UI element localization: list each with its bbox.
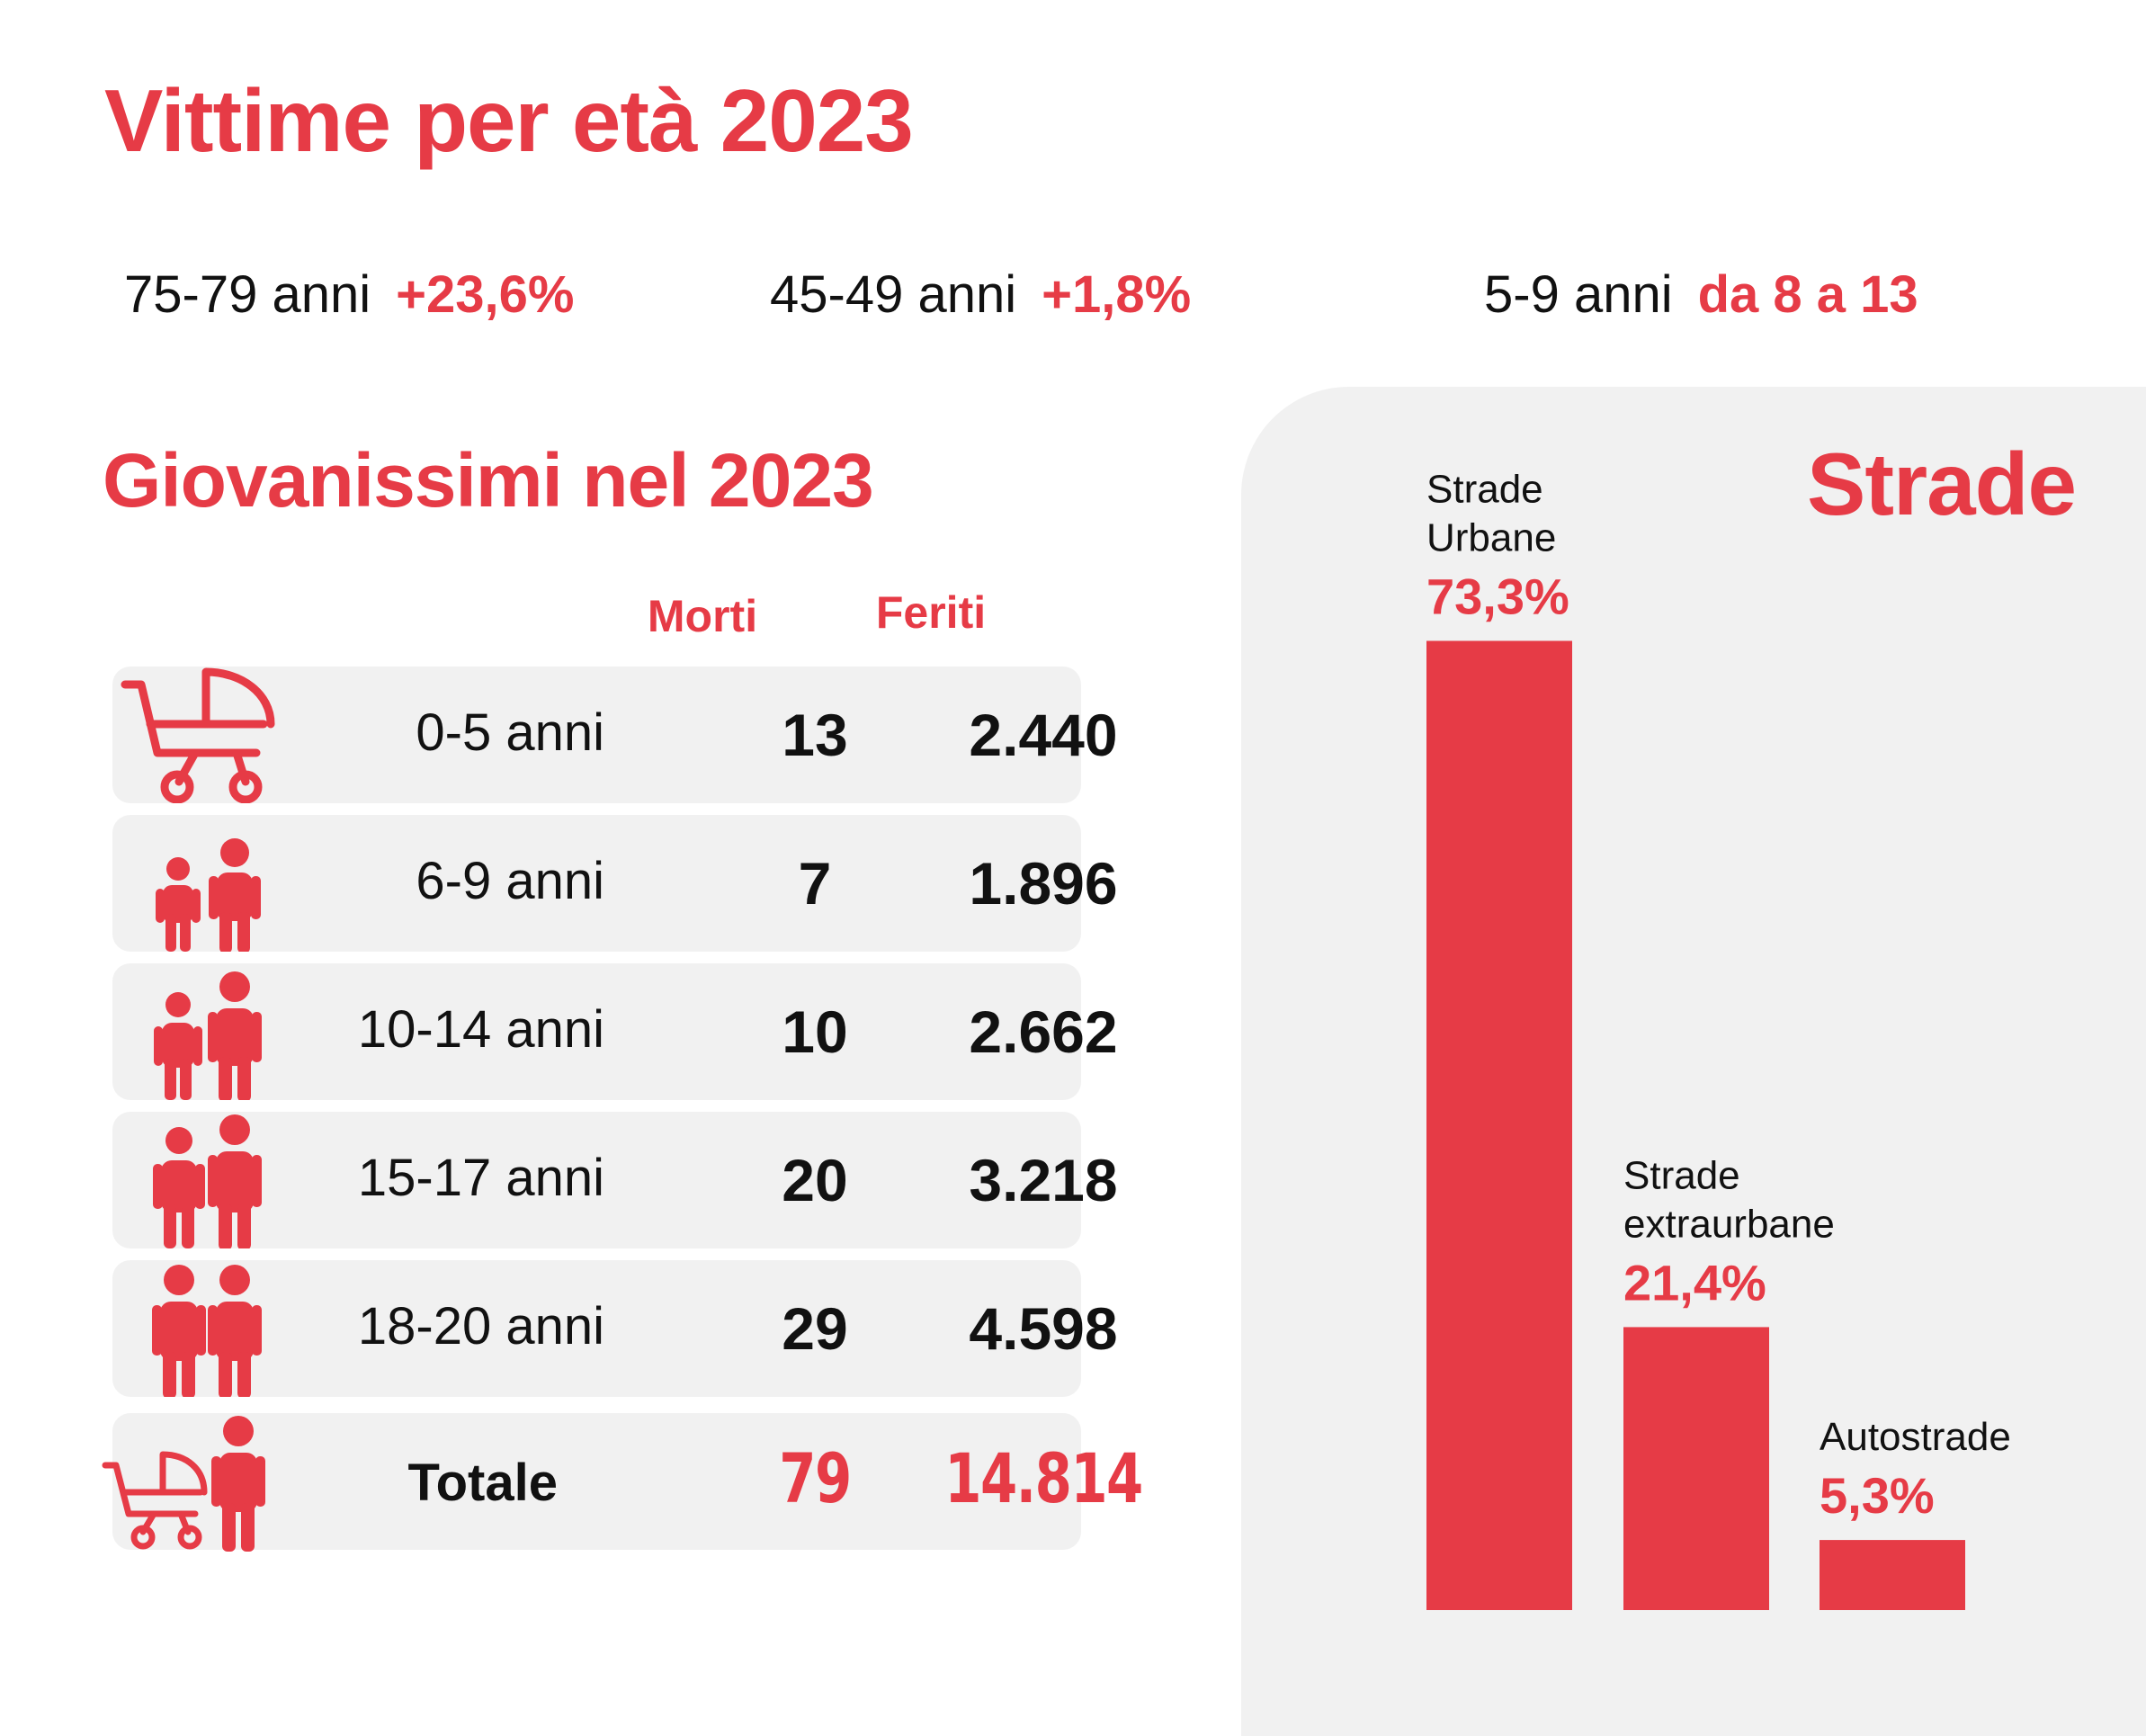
bar-value-label-2: 21,4% — [1623, 1254, 1766, 1311]
stat-5-9: 5-9 anni da 8 a 13 — [1484, 264, 1918, 325]
children-icon — [154, 971, 262, 1100]
morti-value: 10 — [782, 998, 848, 1065]
children-icon — [156, 838, 261, 952]
bar-2 — [1623, 1327, 1769, 1610]
bar-3 — [1820, 1540, 1965, 1610]
table-row-6-9: 6-9 anni 7 1.896 — [112, 815, 1118, 952]
total-morti-value: 79 — [779, 1438, 852, 1518]
age-label: 0-5 anni — [416, 703, 604, 762]
roads-chart-title: Strade — [1806, 434, 2077, 533]
roads-bar-chart: 73,3% Strade Urbane 21,4% Strade extraurbane 5… — [1426, 467, 2011, 1610]
young-adults-icon — [152, 1265, 262, 1397]
column-header-feriti: Feriti — [875, 587, 987, 638]
morti-value: 13 — [782, 702, 848, 768]
table-row-15-17: 15-17 anni 20 3.218 — [112, 1112, 1118, 1248]
morti-value: 29 — [782, 1295, 848, 1362]
stat-value: da 8 a 13 — [1697, 265, 1918, 324]
age-label: 18-20 anni — [357, 1297, 604, 1356]
column-header-morti: Morti — [647, 591, 758, 641]
page-title: Vittime per età 2023 — [104, 71, 914, 170]
table-row-18-20: 18-20 anni 29 4.598 — [112, 1260, 1118, 1397]
bar-value-label-1: 73,3% — [1426, 568, 1569, 624]
table-row-10-14: 10-14 anni 10 2.662 — [112, 963, 1118, 1100]
feriti-value: 2.662 — [969, 998, 1118, 1065]
teenagers-icon — [153, 1114, 262, 1248]
stat-label: 75-79 anni — [124, 265, 371, 324]
bar-1 — [1426, 640, 1572, 1610]
table-row-total: Totale 79 14.814 — [102, 1413, 1143, 1552]
total-label: Totale — [407, 1454, 559, 1512]
morti-value: 7 — [798, 850, 832, 917]
bar-category-label-2: Strade extraurbane — [1623, 1153, 1835, 1246]
stat-label: 45-49 anni — [770, 265, 1017, 324]
feriti-value: 4.598 — [969, 1295, 1118, 1362]
section-title-young: Giovanissimi nel 2023 — [103, 438, 874, 523]
stroller-and-person-icon — [102, 1416, 265, 1552]
age-label: 6-9 anni — [416, 852, 604, 910]
bar-value-label-3: 5,3% — [1820, 1467, 1935, 1524]
stat-value: +23,6% — [396, 265, 575, 324]
stat-45-49: 45-49 anni +1,8% — [770, 264, 1191, 325]
age-label: 15-17 anni — [357, 1149, 604, 1207]
stat-75-79: 75-79 anni +23,6% — [124, 264, 574, 325]
morti-value: 20 — [782, 1147, 848, 1213]
age-label: 10-14 anni — [357, 1000, 604, 1059]
bar-category-label-3: Autostrade — [1820, 1415, 2011, 1459]
total-feriti-value: 14.814 — [944, 1438, 1143, 1518]
feriti-value: 2.440 — [969, 702, 1118, 768]
stat-label: 5-9 anni — [1484, 265, 1673, 324]
bar-category-label-1: Strade Urbane — [1426, 467, 1556, 559]
baby-stroller-icon — [121, 667, 275, 803]
table-row-0-5: 0-5 anni 13 2.440 — [112, 667, 1118, 803]
feriti-value: 3.218 — [969, 1147, 1118, 1213]
stat-value: +1,8% — [1042, 265, 1192, 324]
feriti-value: 1.896 — [969, 850, 1118, 917]
